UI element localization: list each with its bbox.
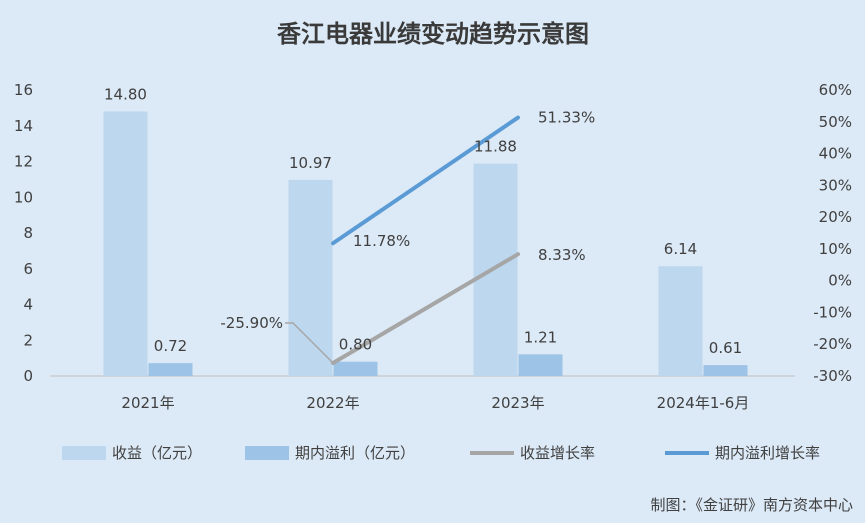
legend-label: 期内溢利增长率 (715, 444, 820, 462)
bar (658, 266, 703, 376)
data-labels: 14.80 10.97 11.88 6.14 0.72 0.80 1.21 0.61 -25.9… (104, 85, 742, 357)
bar-value-label: 10.97 (289, 154, 332, 172)
left-tick-label: 10 (14, 188, 33, 206)
left-tick-label: 8 (23, 224, 33, 242)
left-axis: 0 2 4 6 8 10 12 14 16 (14, 81, 33, 385)
left-tick-label: 0 (23, 367, 33, 385)
chart-title: 香江电器业绩变动趋势示意图 (277, 20, 589, 48)
series-line (331, 252, 520, 365)
source-note: 制图：《金证研》南方资本中心 (650, 496, 853, 514)
left-tick-label: 6 (23, 260, 33, 278)
bar (288, 179, 333, 376)
legend-swatch (245, 446, 289, 460)
category-label: 2022年 (306, 394, 359, 412)
left-tick-label: 16 (14, 81, 33, 99)
line-value-label: 51.33% (538, 109, 595, 127)
bar-value-label: 0.80 (339, 336, 372, 354)
legend: 收益（亿元） 期内溢利（亿元） 收益增长率 期内溢利增长率 (62, 444, 820, 462)
legend-label: 收益增长率 (520, 444, 595, 462)
legend-swatch (62, 446, 106, 460)
series-line (331, 115, 520, 246)
bar (473, 163, 518, 376)
legend-label: 收益（亿元） (112, 444, 202, 462)
category-label: 2024年1-6月 (657, 394, 750, 412)
right-tick-label: 40% (819, 145, 852, 163)
bar-value-label: 6.14 (664, 240, 697, 258)
lines (285, 115, 520, 365)
right-tick-label: 30% (819, 176, 852, 194)
bar-value-label: 0.72 (154, 337, 187, 355)
right-tick-label: 0% (828, 272, 852, 290)
legend-label: 期内溢利（亿元） (295, 444, 415, 462)
bar-value-label: 11.88 (474, 138, 517, 156)
category-labels: 2021年 2022年 2023年 2024年1-6月 (121, 394, 749, 412)
right-tick-label: 10% (819, 240, 852, 258)
label-leader-line (285, 322, 334, 364)
bar-value-label: 0.61 (709, 339, 742, 357)
right-tick-label: 50% (819, 113, 852, 131)
category-label: 2021年 (121, 394, 174, 412)
line-value-label: -25.90% (220, 314, 283, 332)
bar-value-label: 1.21 (524, 328, 557, 346)
right-tick-label: -30% (813, 367, 852, 385)
right-tick-label: -10% (813, 303, 852, 321)
right-axis: -30% -20% -10% 0% 10% 20% 30% 40% 50% 60% (813, 81, 852, 385)
right-tick-label: -20% (813, 335, 852, 353)
right-tick-label: 20% (819, 208, 852, 226)
left-tick-label: 14 (14, 117, 33, 135)
line-value-label: 11.78% (353, 232, 410, 250)
line-value-label: 8.33% (538, 246, 586, 264)
bar (703, 365, 748, 376)
category-label: 2023年 (491, 394, 544, 412)
left-tick-label: 2 (23, 331, 33, 349)
bar (103, 111, 148, 376)
right-tick-label: 60% (819, 81, 852, 99)
bars (103, 111, 748, 376)
bar (333, 361, 378, 376)
left-tick-label: 12 (14, 153, 33, 171)
bar-value-label: 14.80 (104, 85, 147, 103)
bar (518, 354, 563, 376)
bar (148, 363, 193, 376)
left-tick-label: 4 (23, 296, 33, 314)
